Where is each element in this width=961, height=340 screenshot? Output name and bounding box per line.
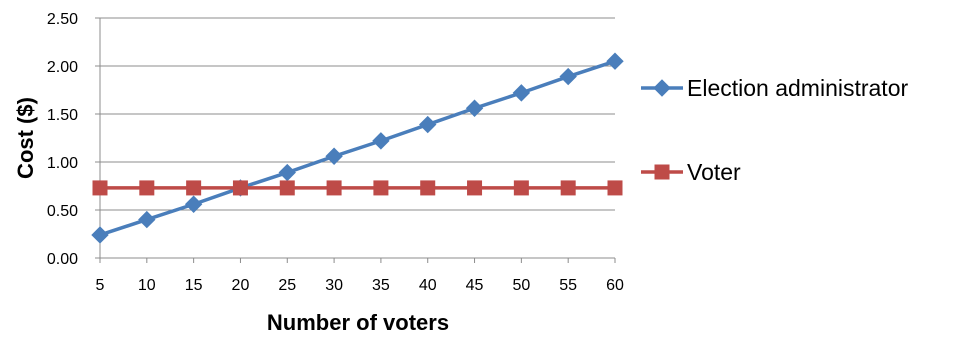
series-voter [92, 180, 623, 196]
data-point [607, 180, 623, 196]
data-point [513, 180, 529, 196]
x-tick-label: 25 [278, 277, 296, 294]
series-line [99, 59, 616, 237]
data-point [467, 180, 483, 196]
x-tick-label: 50 [512, 277, 530, 294]
data-point [326, 180, 342, 196]
data-point [184, 195, 203, 213]
x-axis-title: Number of voters [267, 310, 449, 335]
y-axis-title: Cost ($) [13, 97, 38, 179]
data-point [512, 84, 531, 102]
data-point [91, 226, 109, 244]
data-point [232, 180, 248, 196]
legend-marker [653, 79, 671, 97]
y-tick-label: 1.00 [47, 155, 78, 172]
y-tick-label: 0.50 [47, 203, 78, 220]
x-tick-label: 45 [466, 277, 484, 294]
axes: 0.00 0.50 1.00 1.50 2.00 2.50 5 10 15 20 25 30 35 40 4… [47, 11, 624, 294]
x-tick-label: 20 [232, 277, 250, 294]
data-point [138, 210, 156, 229]
data-point [372, 132, 390, 150]
x-tick-label: 35 [372, 277, 390, 294]
data-point [278, 163, 296, 182]
x-tick-label: 10 [138, 277, 156, 294]
legend-label: Election administrator [687, 75, 908, 101]
data-point [606, 52, 624, 70]
series-election-administrator [91, 52, 624, 244]
x-tick-label: 15 [185, 277, 203, 294]
legend-label: Voter [687, 159, 741, 185]
data-point [559, 67, 577, 86]
legend-item: Voter [641, 159, 741, 185]
y-tick-label: 2.50 [47, 11, 78, 28]
x-tick-label: 55 [559, 277, 577, 294]
y-tick-label: 0.00 [47, 251, 78, 268]
data-point [279, 180, 295, 196]
x-tick-label: 40 [419, 277, 437, 294]
data-point [92, 180, 108, 196]
data-point [560, 180, 576, 196]
data-point [139, 180, 155, 196]
y-tick-label: 2.00 [47, 59, 78, 76]
y-tick-label: 1.50 [47, 107, 78, 124]
legend-item: Election administrator [641, 75, 908, 101]
data-point [186, 180, 202, 196]
series-group [91, 52, 624, 244]
legend: Election administrator Voter [641, 75, 908, 185]
x-tick-label: 60 [606, 277, 624, 294]
x-tick-label: 30 [325, 277, 343, 294]
gridlines [100, 17, 615, 259]
legend-marker [654, 164, 670, 180]
data-point [373, 180, 389, 196]
data-point [325, 147, 343, 165]
data-point [419, 115, 437, 134]
data-point [420, 180, 436, 196]
x-tick-label: 5 [96, 277, 105, 294]
data-point [465, 99, 484, 117]
